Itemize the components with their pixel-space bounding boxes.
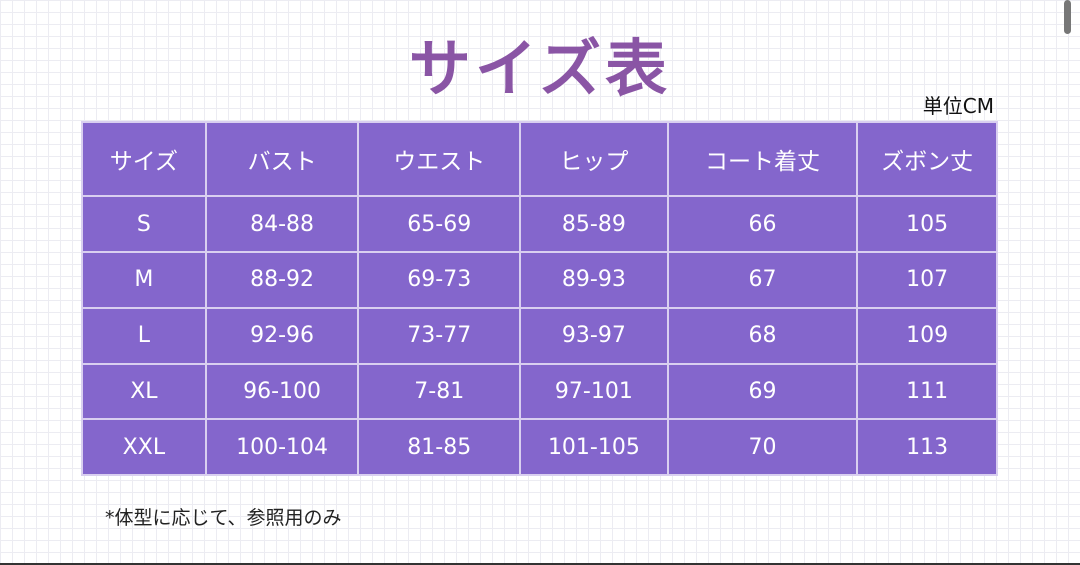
table-cell: XL — [81, 362, 207, 421]
table-cell: 85-89 — [519, 195, 669, 254]
table-cell: 7-81 — [357, 362, 522, 421]
header-cell: ヒップ — [519, 120, 669, 198]
table-cell: 111 — [856, 362, 998, 421]
table-cell: 97-101 — [519, 362, 669, 421]
table-cell: 107 — [856, 251, 998, 309]
table-cell: 109 — [856, 306, 998, 365]
unit-label: 単位CM — [922, 94, 994, 118]
table-cell: 93-97 — [519, 306, 669, 365]
table-cell: 81-85 — [357, 418, 522, 476]
table-cell: 69-73 — [357, 251, 522, 309]
table-row: XXL 100-104 81-85 101-105 70 113 — [81, 418, 998, 476]
table-row: M 88-92 69-73 89-93 67 107 — [81, 251, 998, 309]
header-cell: コート着丈 — [666, 120, 859, 198]
table-row: S 84-88 65-69 85-89 66 105 — [81, 195, 998, 254]
table-row: L 92-96 73-77 93-97 68 109 — [81, 306, 998, 365]
page-title: サイズ表 — [408, 32, 672, 105]
header-cell: バスト — [204, 120, 360, 198]
header-cell: ウエスト — [357, 120, 522, 198]
table-cell: 92-96 — [204, 306, 360, 365]
table-cell: 73-77 — [357, 306, 522, 365]
table-cell: 101-105 — [519, 418, 669, 476]
header-cell: ズボン丈 — [856, 120, 998, 198]
table-cell: 89-93 — [519, 251, 669, 309]
table-cell: 66 — [666, 195, 859, 254]
table-cell: L — [81, 306, 207, 365]
table-cell: 105 — [856, 195, 998, 254]
table-cell: 69 — [666, 362, 859, 421]
table-cell: 65-69 — [357, 195, 522, 254]
scrollbar[interactable] — [1064, 0, 1071, 34]
table-cell: 70 — [666, 418, 859, 476]
table-cell: 100-104 — [204, 418, 360, 476]
header-row: サイズ バスト ウエスト ヒップ コート着丈 ズボン丈 — [81, 120, 998, 198]
divider — [0, 563, 1080, 565]
table-cell: 88-92 — [204, 251, 360, 309]
table-cell: 68 — [666, 306, 859, 365]
table-cell: 84-88 — [204, 195, 360, 254]
header-cell: サイズ — [81, 120, 207, 198]
table-cell: S — [81, 195, 207, 254]
table-row: XL 96-100 7-81 97-101 69 111 — [81, 362, 998, 421]
footnote: *体型に応じて、参照用のみ — [105, 507, 342, 529]
table-cell: XXL — [81, 418, 207, 476]
table-cell: M — [81, 251, 207, 309]
table-cell: 113 — [856, 418, 998, 476]
size-table: サイズ バスト ウエスト ヒップ コート着丈 ズボン丈 S 84-88 65-69 85-89 66… — [81, 120, 998, 476]
table-cell: 67 — [666, 251, 859, 309]
table-cell: 96-100 — [204, 362, 360, 421]
